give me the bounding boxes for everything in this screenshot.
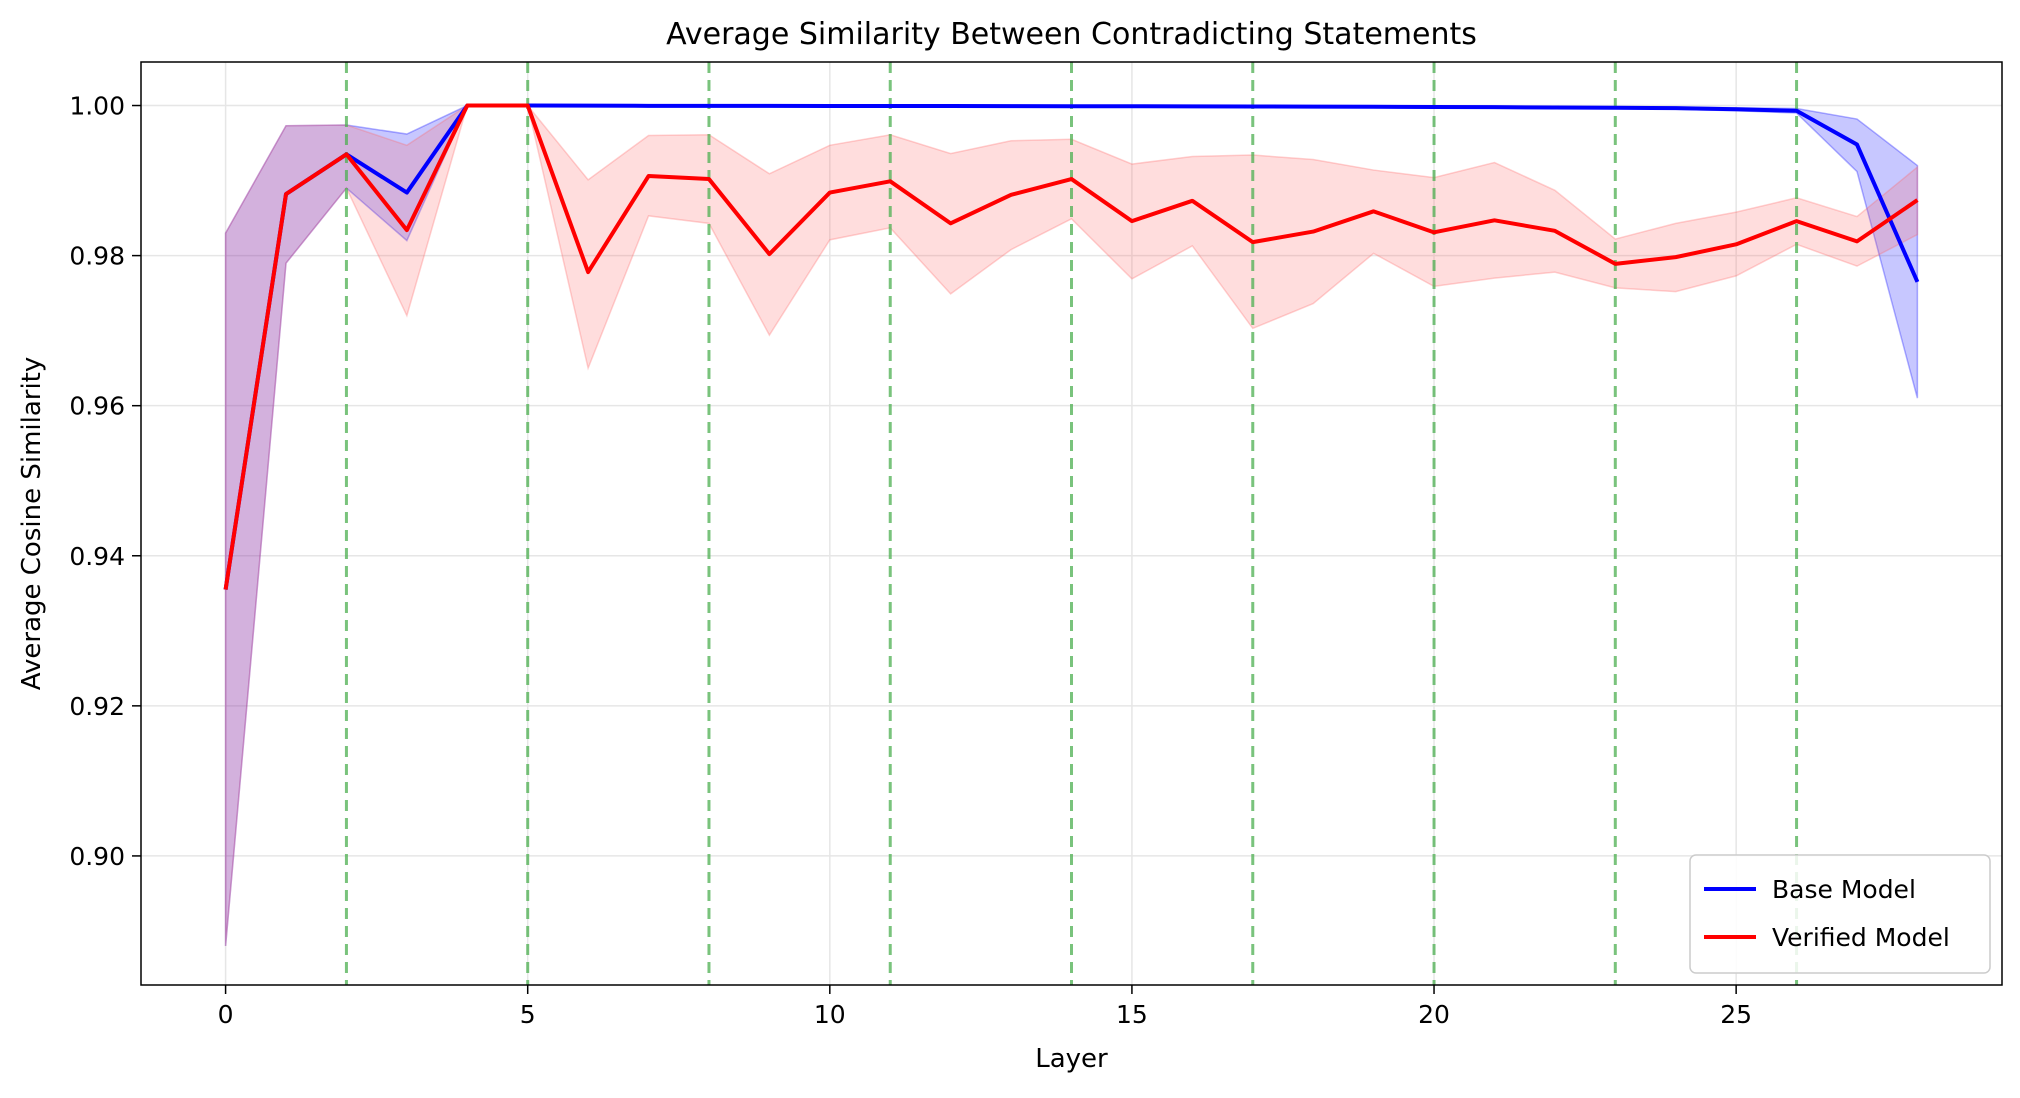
x-axis-label: Layer (1035, 1044, 1108, 1074)
plot-frame (140, 61, 2003, 986)
x-tick-label: 25 (1720, 1000, 1752, 1029)
y-tick-label: 0.92 (69, 692, 125, 721)
y-tick-label: 0.90 (69, 842, 125, 871)
series-lines (223, 103, 1920, 590)
layer-markers (344, 62, 1799, 985)
band-verified-model (224, 104, 1919, 947)
y-tick-label: 1.00 (69, 92, 125, 121)
legend: Base Model Verified Model (1689, 854, 1991, 974)
chart-title: Average Similarity Between Contradicting… (666, 17, 1477, 52)
y-tick-label: 0.98 (69, 242, 125, 271)
x-tick-label: 5 (520, 1000, 536, 1029)
y-tick-label: 0.96 (69, 392, 125, 421)
y-tick-label: 0.94 (69, 542, 125, 571)
axes: 0 5 10 15 20 25 0.90 0.92 0.94 0.96 0.98 1.00 (69, 61, 2003, 1029)
x-tick-label: 0 (218, 1000, 234, 1029)
legend-label: Verified Model (1772, 923, 1950, 952)
y-axis-label: Average Cosine Similarity (17, 357, 47, 691)
legend-box (1689, 854, 1991, 974)
legend-label: Base Model (1772, 875, 1916, 904)
x-tick-label: 15 (1116, 1000, 1148, 1029)
x-tick-label: 20 (1418, 1000, 1450, 1029)
x-tick-label: 10 (814, 1000, 846, 1029)
series-line-verified-model (223, 103, 1919, 590)
